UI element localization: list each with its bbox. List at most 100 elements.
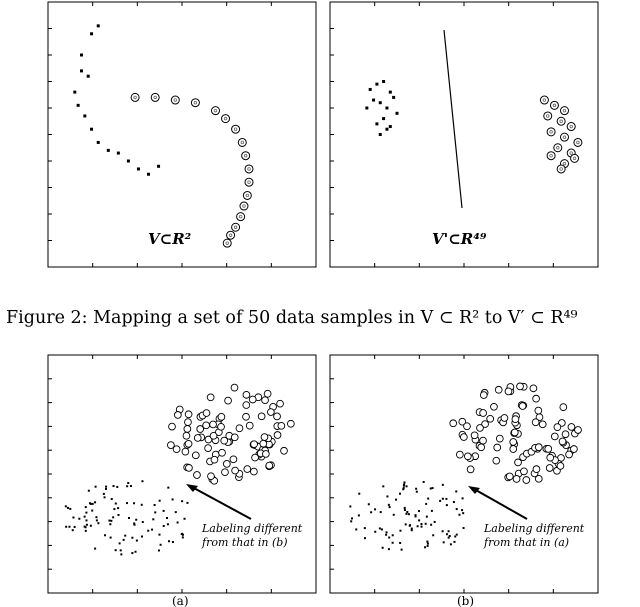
data-point-dot <box>80 53 83 57</box>
data-point-dot <box>181 532 184 535</box>
data-point-dot <box>134 550 137 553</box>
data-point-dot <box>135 518 138 521</box>
data-point-dot <box>415 487 418 490</box>
data-point-dot <box>89 524 92 527</box>
data-point-dot <box>388 125 392 129</box>
data-point-circle <box>210 455 219 464</box>
data-point-circle-inner <box>546 114 550 118</box>
data-point-dot <box>385 106 389 110</box>
data-point-dot <box>425 502 428 505</box>
data-point-dot <box>402 488 405 491</box>
data-point-dot <box>103 496 106 499</box>
data-point-circle <box>532 394 540 403</box>
data-point-circle <box>242 412 250 421</box>
data-point-dot <box>387 503 390 506</box>
data-point-dot <box>410 529 413 532</box>
data-point-circle-inner <box>153 95 157 100</box>
data-point-dot <box>154 511 157 514</box>
data-point-dot <box>461 497 464 500</box>
panel-top-left <box>47 1 317 268</box>
data-point-dot <box>378 133 382 136</box>
data-point-dot <box>424 546 427 549</box>
data-point-circle <box>172 445 181 454</box>
data-point-circle-inner <box>223 116 228 121</box>
data-point-circle <box>237 137 247 147</box>
data-point-circle <box>546 453 555 462</box>
data-point-circle <box>534 443 543 452</box>
data-point-dot <box>116 485 119 488</box>
arrowhead-a <box>186 484 198 492</box>
data-point-circle <box>511 415 520 423</box>
data-point-dot <box>410 527 413 530</box>
data-point-dot <box>125 502 128 505</box>
data-point-dot <box>108 519 111 522</box>
data-point-circle <box>222 460 231 468</box>
data-point-dot <box>400 548 403 551</box>
data-point-circle <box>245 421 254 430</box>
data-point-dot <box>131 536 134 539</box>
data-point-circle-inner <box>233 127 238 131</box>
data-point-circle <box>518 402 527 410</box>
data-point-circle-inner <box>243 153 248 158</box>
data-point-circle <box>556 164 566 174</box>
data-point-circle <box>516 382 524 391</box>
data-point-circle <box>509 445 518 453</box>
data-point-dot <box>126 485 129 488</box>
data-point-dot <box>84 526 87 529</box>
data-point-dot <box>405 485 408 488</box>
data-point-dot <box>349 505 352 508</box>
data-point-circle <box>565 450 573 459</box>
data-point-circle <box>534 406 543 415</box>
data-point-circle-inner <box>562 161 567 166</box>
data-point-dot <box>147 529 150 532</box>
data-point-circle <box>567 423 576 431</box>
data-point-circle-inner <box>552 103 557 108</box>
data-point-circle <box>479 409 487 417</box>
data-point-dot <box>385 531 388 534</box>
data-point-circle <box>456 450 464 459</box>
data-point-circle <box>477 443 486 452</box>
data-point-circle <box>479 391 488 399</box>
data-point-circle-inner <box>133 95 137 100</box>
data-point-dot <box>109 523 112 526</box>
data-point-circle <box>251 453 259 462</box>
data-point-circle <box>229 455 238 464</box>
data-point-dot <box>157 549 160 552</box>
data-point-circle-inner <box>569 124 573 129</box>
data-point-dot <box>109 536 112 539</box>
data-point-dot <box>425 515 428 518</box>
data-point-dot <box>417 509 420 512</box>
data-point-dot <box>133 523 136 526</box>
data-point-circle <box>170 95 180 105</box>
data-point-dot <box>426 542 429 545</box>
data-point-circle <box>202 409 211 417</box>
data-point-dot <box>90 127 94 131</box>
data-point-circle <box>560 132 569 142</box>
data-point-dot <box>104 534 107 537</box>
arrowhead-b <box>468 486 480 494</box>
data-point-circle <box>476 424 484 432</box>
data-point-dot <box>385 533 388 536</box>
data-point-dot <box>110 498 113 501</box>
data-point-dot <box>162 509 165 512</box>
data-point-dot <box>129 484 132 487</box>
data-point-dot <box>449 543 452 546</box>
data-point-circle-inner <box>247 167 251 171</box>
data-point-dot <box>71 529 74 532</box>
data-point-circle-inner <box>559 167 563 171</box>
data-point-circle <box>495 434 504 443</box>
data-point-dot <box>386 495 389 498</box>
data-point-dot <box>368 87 372 91</box>
data-point-circle-inner <box>245 193 250 198</box>
panel-b-label: (b) <box>457 594 474 607</box>
data-point-dot <box>392 95 396 99</box>
data-point-dot <box>382 117 386 121</box>
data-point-dot <box>176 521 179 524</box>
data-point-dot <box>453 540 456 543</box>
data-point-dot <box>439 499 442 502</box>
data-point-dot <box>66 506 69 509</box>
data-point-circle-inner <box>549 130 553 134</box>
data-point-circle <box>514 458 522 467</box>
data-point-dot <box>83 515 86 518</box>
